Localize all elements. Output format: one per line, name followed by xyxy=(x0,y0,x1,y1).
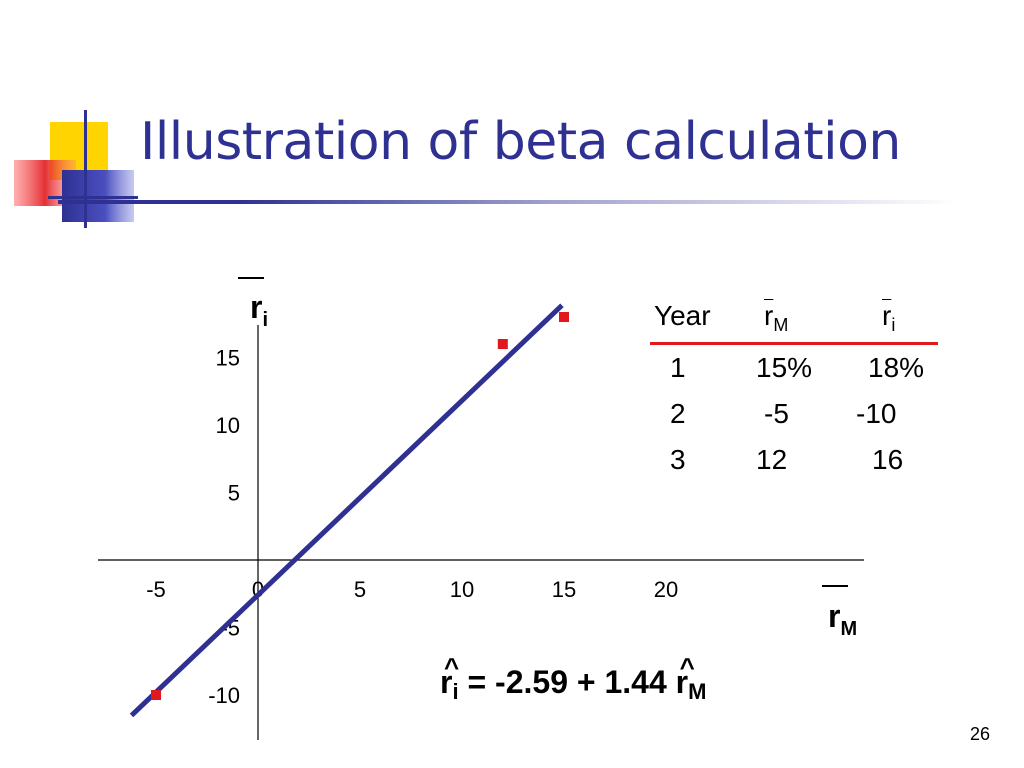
table-header-ri: ri xyxy=(882,300,896,335)
x-tick-label: 20 xyxy=(654,577,678,602)
table-row-2-ri: -10 xyxy=(856,398,897,429)
table-row-1-ri: 18% xyxy=(868,352,925,383)
table-header-rm: rM xyxy=(764,300,789,335)
y-axis-label-base: r xyxy=(250,289,262,325)
y-axis-label: ri xyxy=(250,289,268,331)
chart-axes xyxy=(98,325,864,740)
rhs-sub: M xyxy=(688,679,707,704)
table-row-2-year: 2 xyxy=(670,398,686,429)
x-tick-label: 5 xyxy=(354,577,366,602)
x-axis-label-sub: M xyxy=(840,618,857,640)
table-header-rule xyxy=(650,342,938,345)
data-point xyxy=(497,339,508,349)
equation-middle: = -2.59 + 1.44 xyxy=(458,664,676,700)
data-point xyxy=(151,690,161,700)
slide-title: Illustration of beta calculation xyxy=(140,112,901,172)
table-row-1-year: 1 xyxy=(670,352,686,383)
table-header-year: Year xyxy=(654,300,711,331)
y-tick-label: 10 xyxy=(216,413,240,438)
slide-number: 26 xyxy=(969,724,990,744)
regression-line xyxy=(129,303,564,718)
lhs-hat: ^ xyxy=(444,652,460,682)
x-tick-label: 10 xyxy=(450,577,474,602)
slide-logo-decoration xyxy=(14,110,138,228)
table-row-3-rm: 12 xyxy=(756,444,788,475)
y-tick-label: 15 xyxy=(216,346,240,371)
y-axis-label-sub: i xyxy=(262,309,268,331)
y-tick-label: -10 xyxy=(208,683,240,708)
rhs-r: r xyxy=(675,664,689,700)
table-row-1-rm: 15% xyxy=(756,352,813,383)
chart-marks xyxy=(129,303,569,718)
y-tick-label: -5 xyxy=(220,616,240,641)
rhs-hat: ^ xyxy=(679,652,695,682)
table-row-3-year: 3 xyxy=(670,444,686,475)
x-axis-label: rM xyxy=(828,598,857,640)
title-underline xyxy=(58,200,958,204)
x-tick-label: 15 xyxy=(552,577,576,602)
x-tick-label: -5 xyxy=(146,577,166,602)
table-row-3-ri: 16 xyxy=(872,444,904,475)
x-axis-label-base: r xyxy=(828,598,840,634)
lhs-sub: i xyxy=(452,679,459,704)
data-point xyxy=(559,312,569,322)
y-tick-label: 5 xyxy=(228,481,240,506)
table-row-2-rm: -5 xyxy=(764,398,789,429)
regression-equation: ^ ri = -2.59 + 1.44 ^ rM xyxy=(440,652,707,704)
lhs-r: r xyxy=(440,664,453,700)
